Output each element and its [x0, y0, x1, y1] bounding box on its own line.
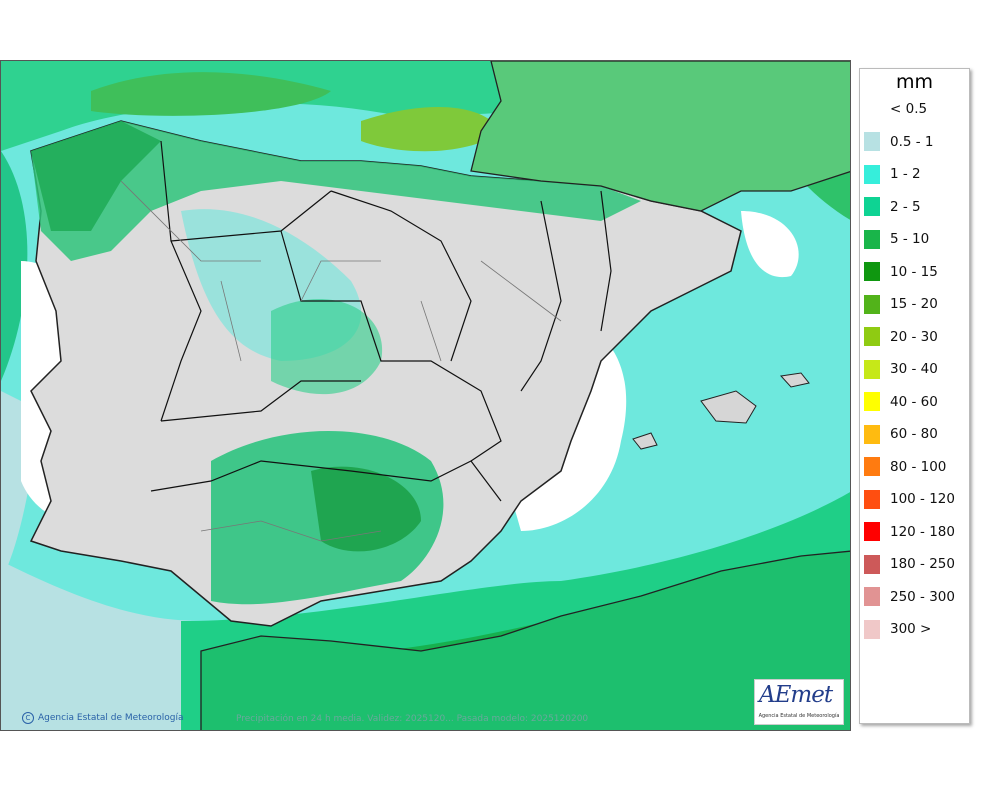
legend-label: 100 - 120: [890, 491, 955, 507]
legend-item: 2 - 5: [864, 197, 921, 217]
legend-swatch: [864, 359, 880, 379]
legend-label: 2 - 5: [890, 198, 921, 215]
map-graphic: [1, 61, 850, 730]
legend-item: 100 - 120: [864, 489, 955, 509]
aemet-logo: AEmet Agencia Estatal de Meteorología: [754, 679, 844, 725]
legend-swatch: [864, 132, 880, 151]
legend-swatch: [864, 457, 880, 476]
map-caption: Precipitación en 24 h media. Validez: 20…: [236, 714, 589, 724]
legend-swatch: [864, 424, 880, 444]
gulf-lion-dry: [741, 211, 799, 278]
legend-item: 30 - 40: [864, 359, 938, 379]
legend-swatch: [864, 327, 880, 346]
region-borders: [150, 140, 612, 502]
legend-item: 15 - 20: [864, 294, 938, 314]
legend-label: 30 - 40: [890, 361, 938, 377]
legend-swatch: [864, 197, 880, 216]
legend-label: 300 >: [890, 621, 932, 637]
legend-swatch: [864, 587, 880, 606]
legend-swatch: [864, 262, 880, 281]
legend-swatch: [864, 554, 880, 574]
west-band: [1, 151, 28, 381]
mallorca: [700, 390, 757, 424]
legend-label: 120 - 180: [890, 523, 955, 540]
france: [470, 61, 850, 212]
north-sea-band-2: [91, 72, 331, 116]
legend-label: < 0.5: [890, 101, 928, 117]
cadiz-pale: [1, 561, 221, 730]
legend-label: 1 - 2: [890, 166, 921, 182]
legend-item: 250 - 300: [864, 587, 955, 607]
legend-item: 300 >: [864, 619, 931, 639]
legend-swatch: [864, 294, 880, 314]
legend-label: 10 - 15: [890, 263, 938, 280]
legend-swatch: [864, 522, 880, 541]
legend-item: 180 - 250: [864, 554, 955, 574]
legend-swatch: [864, 392, 880, 411]
legend-panel: mm < 0.5 0.5 - 1 1 - 2 2 - 5 5 - 10 10 - 15 15…: [859, 68, 970, 724]
legend-swatch: [864, 489, 880, 509]
legend-label: 0.5 - 1: [890, 133, 934, 150]
north-green-zone: [31, 121, 641, 261]
agency-credit-text: Agencia Estatal de Meteorología: [38, 713, 184, 723]
precipitation-map: [0, 60, 851, 731]
legend-item: 20 - 30: [864, 327, 938, 347]
legend-label: 20 - 30: [890, 328, 938, 345]
ibiza: [632, 432, 658, 450]
legend-item: 5 - 10: [864, 229, 929, 249]
legend-label: 250 - 300: [890, 588, 955, 605]
legend-label: 5 - 10: [890, 231, 930, 247]
legend-label: 60 - 80: [890, 426, 938, 442]
galicia-zone: [31, 121, 161, 231]
copyright-icon: C: [22, 712, 34, 724]
logo-text: AEmet: [759, 682, 833, 708]
province-borders: [120, 180, 562, 542]
legend-label: 40 - 60: [890, 393, 938, 410]
legend-item: 60 - 80: [864, 424, 938, 444]
legend-item: 1 - 2: [864, 164, 921, 184]
agency-credit: C Agencia Estatal de Meteorología: [22, 712, 184, 724]
legend-item: 10 - 15: [864, 262, 938, 282]
legend-label: 15 - 20: [890, 296, 938, 312]
logo-subtitle: Agencia Estatal de Meteorología: [758, 713, 840, 719]
legend-item: < 0.5: [864, 99, 927, 119]
menorca: [780, 372, 810, 388]
legend-item: 0.5 - 1: [864, 132, 934, 152]
sierra-core: [311, 466, 421, 552]
legend-unit: mm: [895, 71, 934, 93]
legend-swatch: [864, 229, 880, 249]
legend-swatch: [864, 164, 880, 184]
biscay-band: [361, 107, 501, 152]
legend-item: 120 - 180: [864, 522, 955, 542]
legend-label: 180 - 250: [890, 556, 955, 572]
legend-swatch: [864, 619, 880, 639]
legend-item: 40 - 60: [864, 392, 938, 412]
legend-item: 80 - 100: [864, 457, 946, 477]
north-africa: [200, 550, 850, 730]
legend-label: 80 - 100: [890, 458, 947, 475]
legend-swatch: [864, 99, 880, 119]
madrid-green: [271, 299, 383, 395]
